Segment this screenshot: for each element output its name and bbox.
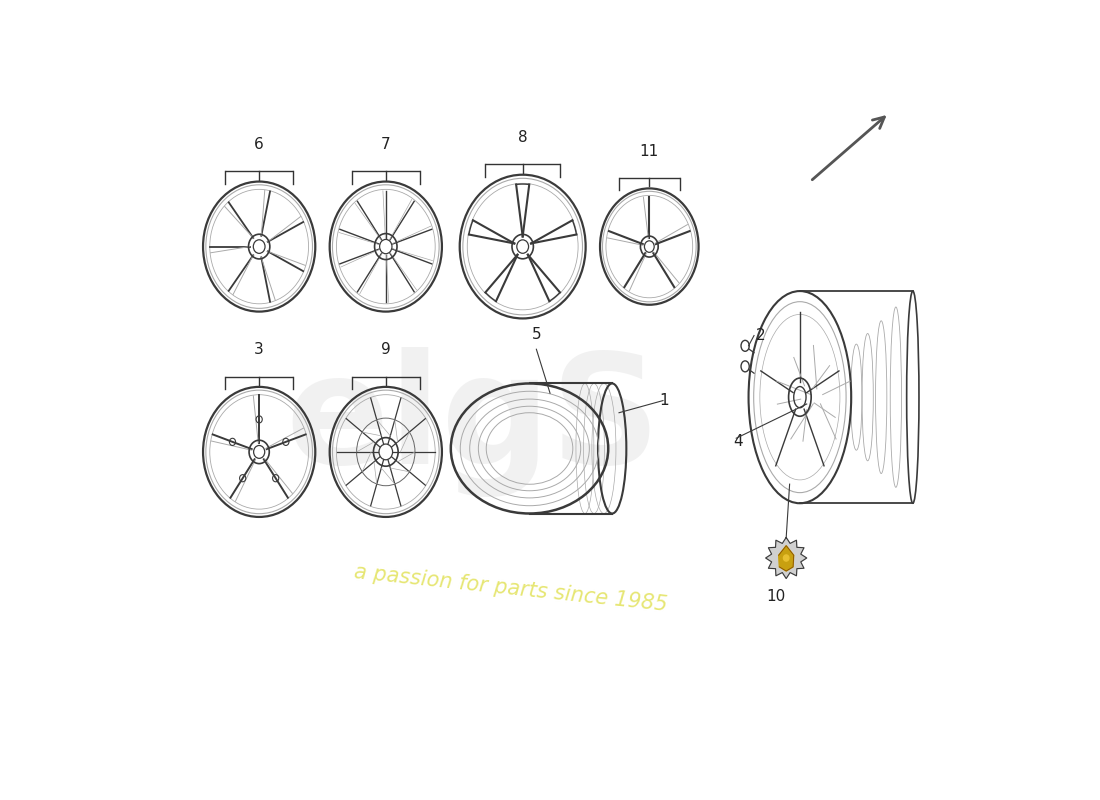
Text: 8: 8 [518,130,528,146]
Text: 2: 2 [756,328,764,343]
Text: 1: 1 [660,393,669,408]
Text: 11: 11 [640,144,659,159]
Text: 6: 6 [254,137,264,152]
Text: a passion for parts since 1985: a passion for parts since 1985 [353,562,669,615]
Text: 4: 4 [734,434,744,449]
Text: 3: 3 [254,342,264,358]
Text: elgS: elgS [286,347,661,498]
Text: 9: 9 [381,342,390,358]
Ellipse shape [783,555,789,561]
Text: 5: 5 [531,327,541,342]
Polygon shape [779,546,794,571]
Text: 10: 10 [767,589,785,604]
Text: 7: 7 [381,137,390,152]
Polygon shape [766,538,806,578]
